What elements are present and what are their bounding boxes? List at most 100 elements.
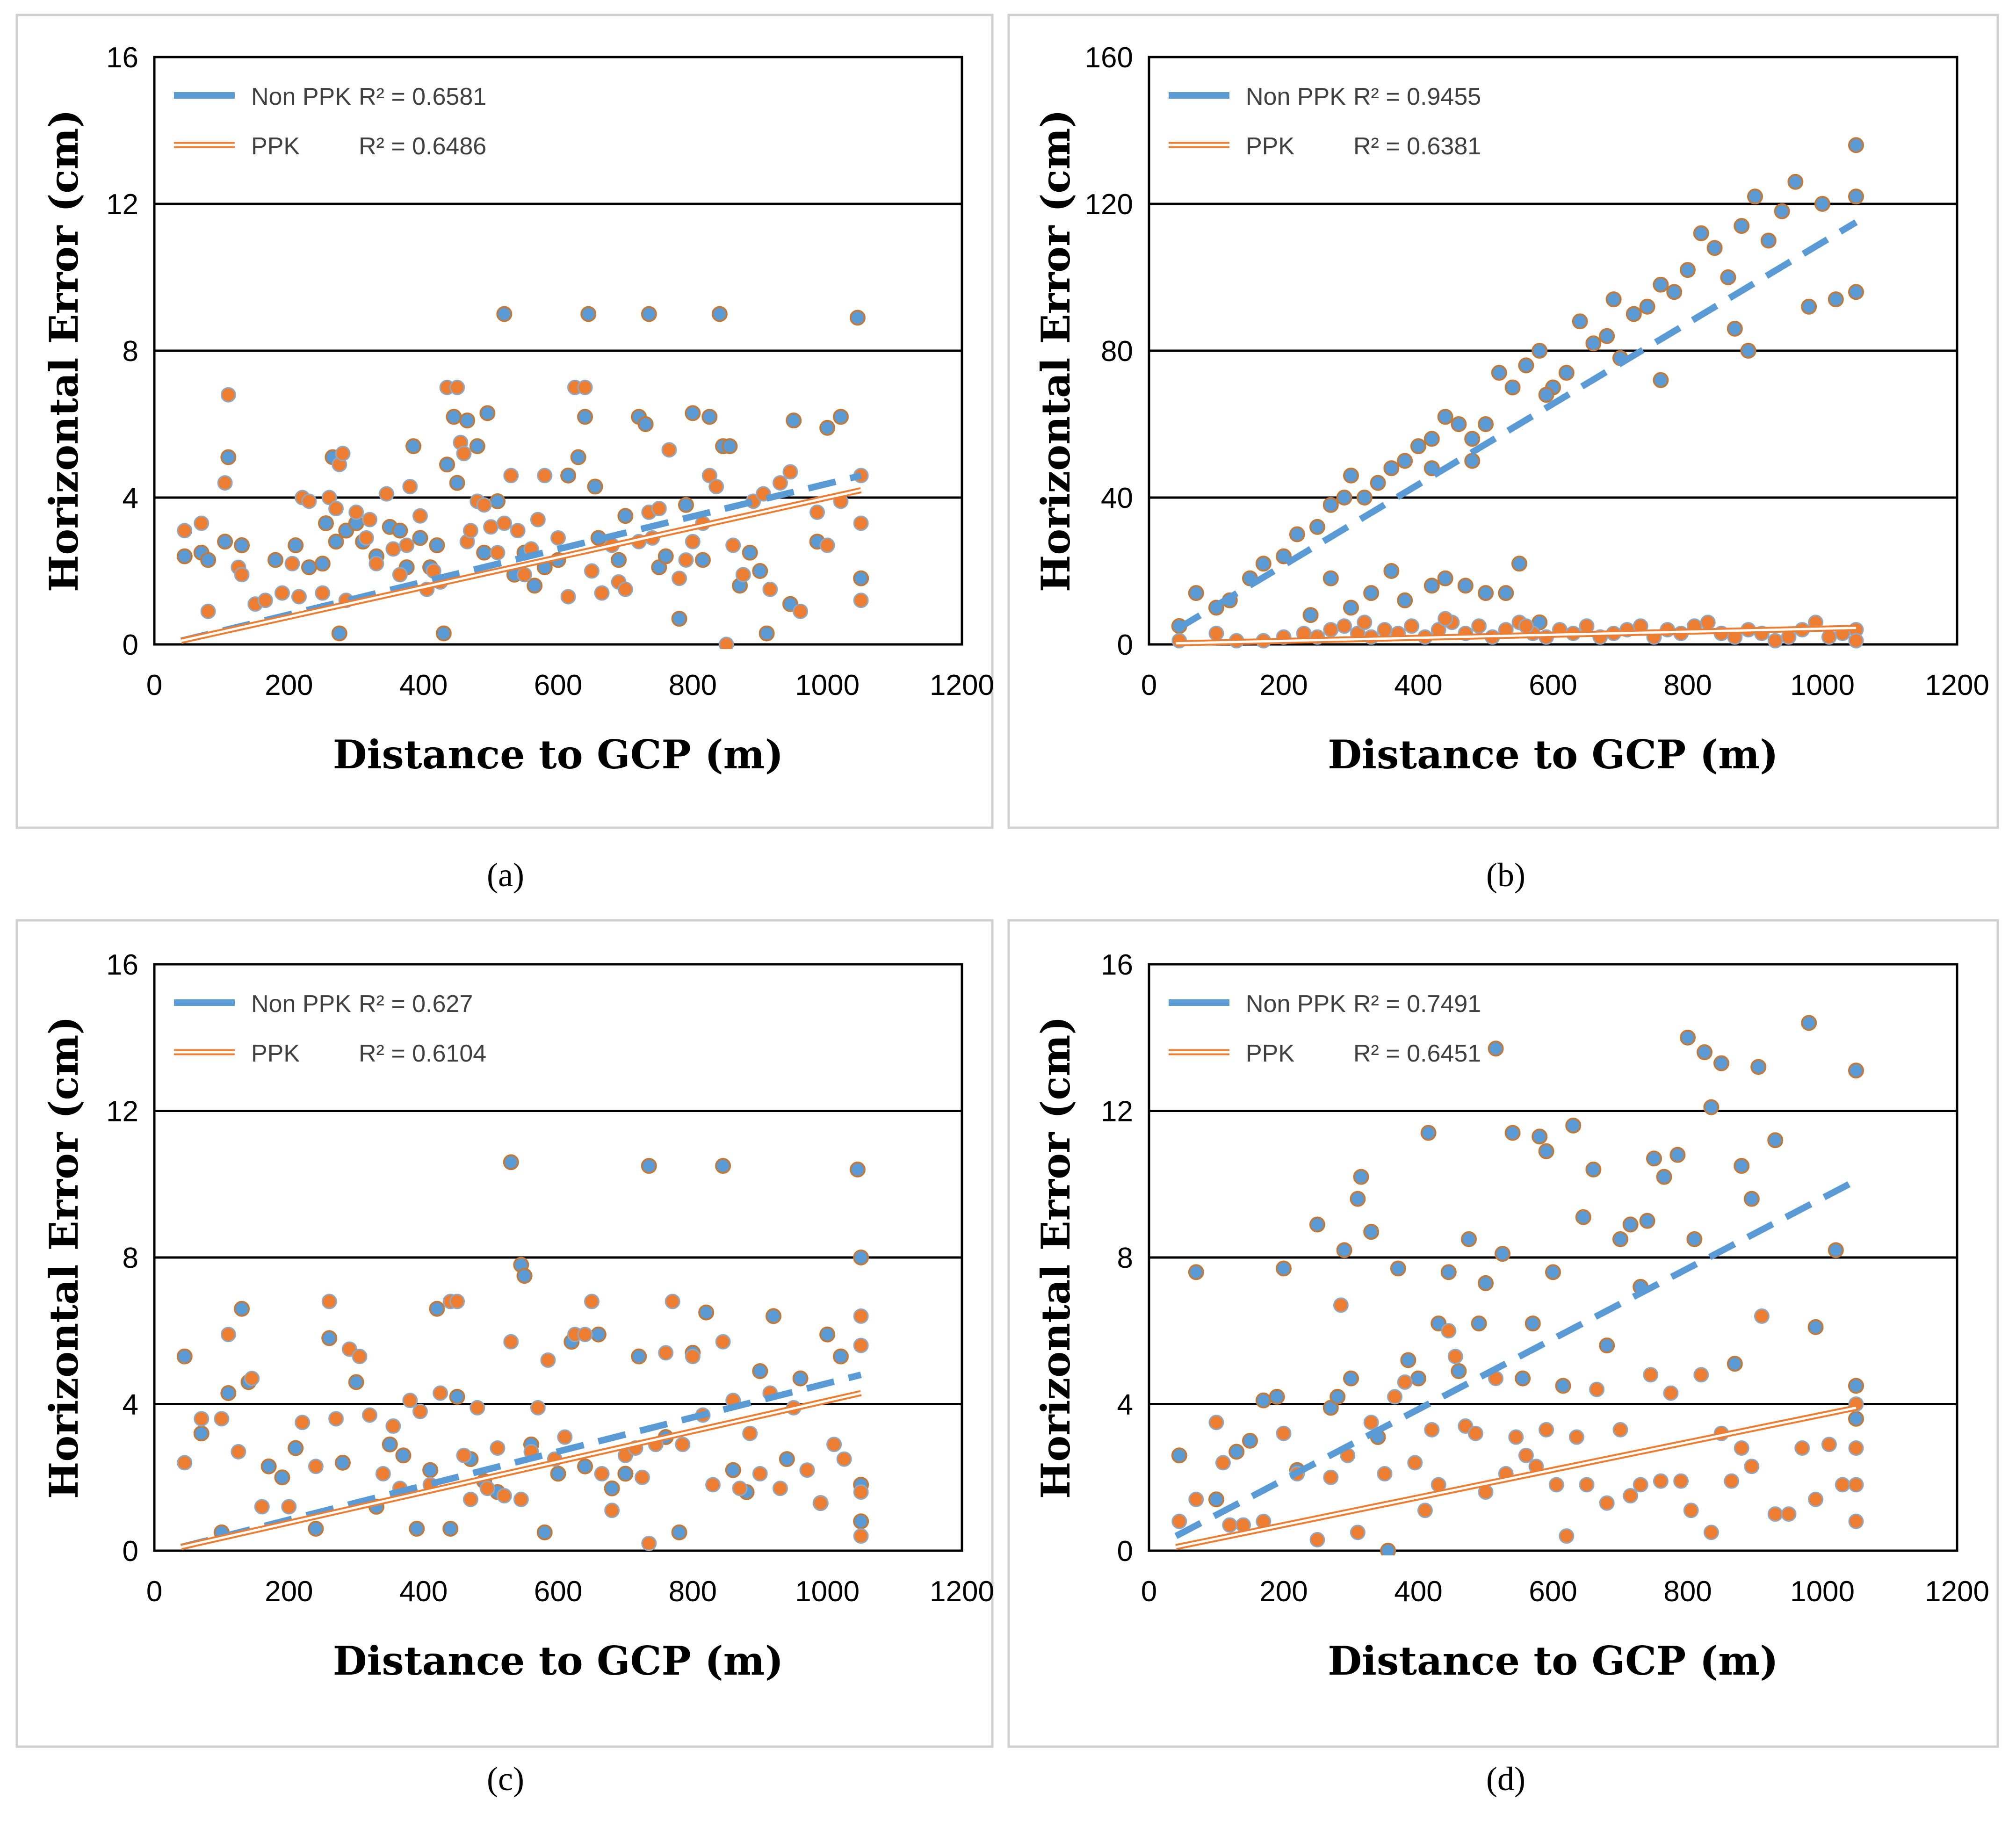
non-ppk-point [1515,1370,1531,1387]
non-ppk-point [331,625,347,642]
x-axis-title: Distance to GCP (m) [333,731,784,778]
x-tick-label: 1000 [795,1575,860,1608]
non-ppk-point [1525,1315,1541,1332]
ppk-point [584,563,600,579]
ppk-point [732,1481,748,1496]
chart-panel-d: 0 4 8 12 16 0 200 400 600 800 1000 1200 Distance to … [1007,919,1999,1748]
ppk-point [1767,633,1783,649]
non-ppk-point [1848,1410,1864,1427]
non-ppk-point [1565,1117,1582,1134]
ppk-point [1208,1415,1224,1431]
ppk-point [685,1349,701,1365]
ppk-point [335,446,351,462]
ppk-point [490,1440,506,1456]
non-ppk-point [1464,431,1481,447]
non-ppk-point [1356,490,1373,506]
non-ppk-point [1532,1128,1548,1145]
ppk-point [348,504,364,520]
ppk-point [1754,1308,1770,1324]
ppk-point [1171,1513,1187,1529]
ppk-point [665,1293,680,1309]
ppk-point [321,490,337,506]
non-ppk-point [1599,1337,1615,1354]
non-ppk-point [422,1462,439,1478]
ppk-point [392,567,408,583]
ppk-point [560,589,576,605]
non-ppk-point [1309,519,1325,535]
ppk-point [577,1327,593,1343]
ppk-point [1363,1415,1379,1431]
ppk-point [1683,1503,1699,1518]
non-ppk-point [446,409,462,425]
ppk-point [177,1455,193,1471]
ppk-point [1333,1297,1349,1313]
y-tick-label: 8 [123,1242,138,1274]
ppk-point [470,1400,485,1416]
ppk-point [853,1308,869,1324]
non-ppk-point [1302,607,1319,623]
non-ppk-point [1828,291,1844,308]
ppk-point [513,1491,529,1507]
ppk-point [762,581,778,597]
non-ppk-point [786,412,802,429]
y-tick-label: 0 [1117,1535,1133,1568]
ppk-point [214,1411,230,1427]
ppk-point [678,552,694,568]
non-ppk-point [853,1250,869,1265]
ppk-point [735,567,751,583]
legend-ppk-r2: R² = 0.6104 [359,1040,486,1067]
y-tick-label: 4 [1117,1389,1133,1421]
ppk-point [244,1371,260,1387]
panel-caption-b: (b) [1486,856,1525,894]
x-tick-label: 0 [1141,669,1157,701]
ppk-point [1589,1381,1605,1397]
ppk-point [1424,1422,1440,1438]
non-ppk-point [1390,1260,1406,1277]
ppk-point [1276,1425,1292,1441]
ppk-point [1848,1513,1864,1529]
non-ppk-point [1680,262,1696,278]
ppk-point [1518,618,1534,634]
ppk-point [254,1499,270,1515]
ppk-point [557,1429,573,1445]
ppk-point [483,519,499,535]
non-ppk-point [1747,188,1763,205]
non-ppk-point [1343,1370,1359,1387]
ppk-point [672,571,687,586]
non-ppk-point [1585,1161,1602,1178]
ppk-point [1323,1469,1339,1485]
ppk-point [540,1352,556,1368]
non-ppk-point [527,578,543,594]
chart-panel-b: 0 40 80 120 160 0 200 400 600 800 1000 1200 Distance… [1007,14,1999,829]
non-ppk-point [1488,1041,1504,1057]
ppk-point [1215,1455,1231,1471]
non-ppk-point [1309,1216,1325,1233]
non-ppk-point [1322,497,1339,513]
non-ppk-point [1461,1231,1477,1247]
y-tick-label: 0 [1117,629,1133,661]
y-tick-label: 40 [1101,482,1133,514]
non-ppk-point [658,548,674,564]
ppk-point [385,541,401,557]
non-ppk-point [503,1154,519,1171]
y-tick-label: 12 [106,188,138,221]
ppk-point [379,486,395,502]
non-ppk-point [1848,137,1864,153]
x-tick-label: 800 [669,669,717,701]
ppk-point [826,1437,842,1452]
ppk-point [1539,1422,1554,1438]
non-ppk-point [459,412,476,429]
legend-ppk-r2: R² = 0.6451 [1353,1040,1481,1067]
non-ppk-point [1511,556,1527,572]
non-ppk-point [220,449,237,465]
ppk-point [1579,1477,1595,1493]
ppk-point [220,387,236,403]
x-tick-label: 400 [1394,1575,1442,1608]
non-ppk-point [617,508,634,524]
ppk-point [177,523,193,539]
non-ppk-point [1727,320,1743,337]
ppk-point [1612,1422,1628,1438]
non-ppk-point [1605,291,1622,308]
non-ppk-point [1495,1246,1510,1262]
